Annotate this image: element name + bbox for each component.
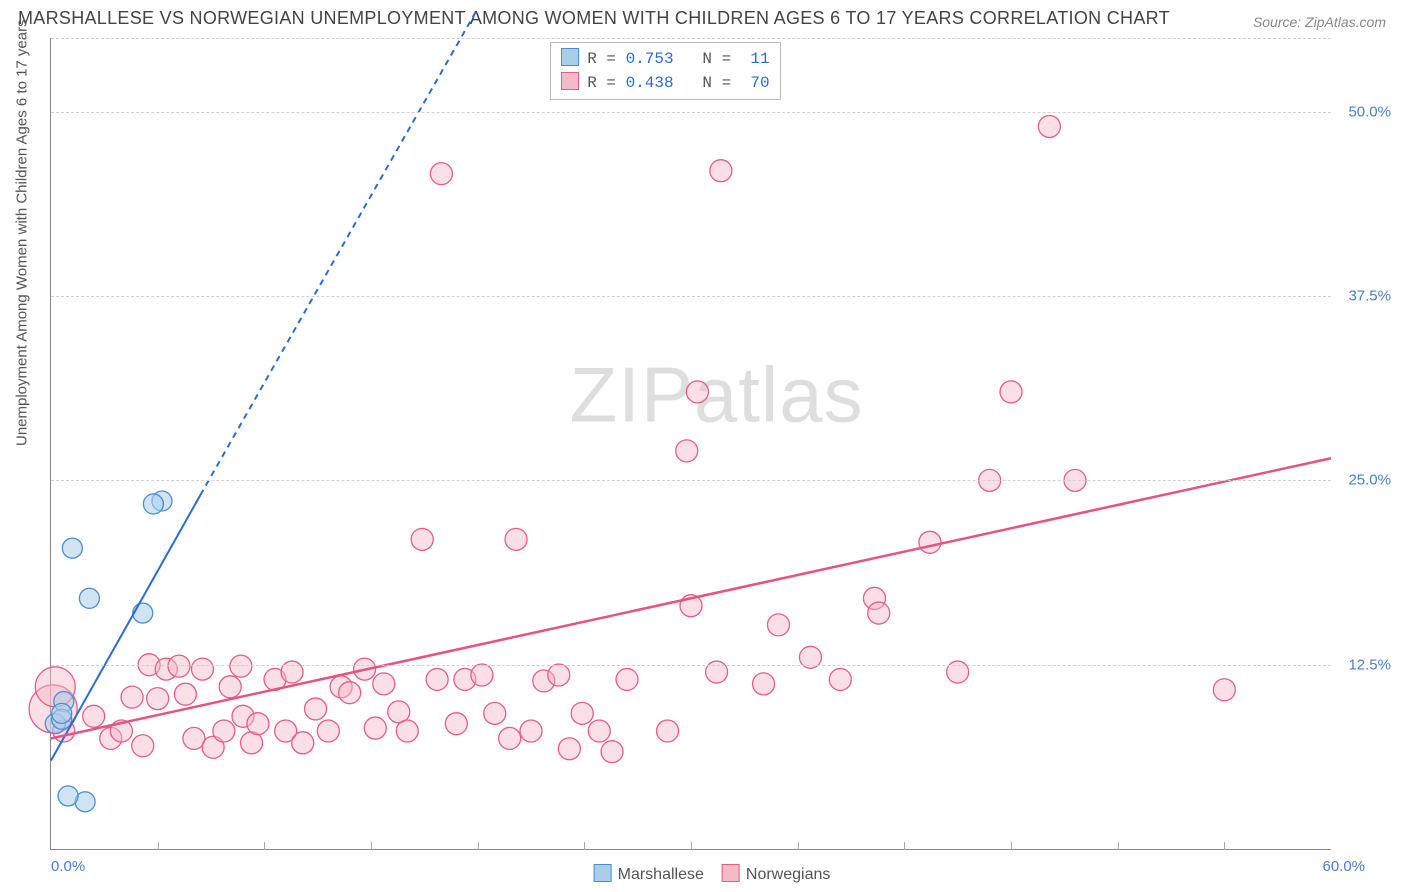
data-point <box>317 720 339 742</box>
x-tick-label: 60.0% <box>1322 858 1365 875</box>
data-point <box>339 682 361 704</box>
y-tick-label: 50.0% <box>1348 103 1391 120</box>
data-point <box>1038 115 1060 137</box>
data-point <box>499 727 521 749</box>
data-point <box>588 720 610 742</box>
data-point <box>247 713 269 735</box>
data-point <box>753 673 775 695</box>
legend-swatch <box>594 864 612 882</box>
data-point <box>219 676 241 698</box>
y-axis-label: Unemployment Among Women with Children A… <box>14 19 31 446</box>
data-point <box>571 702 593 724</box>
data-point <box>426 668 448 690</box>
chart-title: MARSHALLESE VS NORWEGIAN UNEMPLOYMENT AM… <box>18 8 1170 29</box>
y-tick-label: 12.5% <box>1348 656 1391 673</box>
data-point <box>686 381 708 403</box>
legend-label: Marshallese <box>618 866 704 883</box>
data-point <box>191 658 213 680</box>
x-tick-label: 0.0% <box>51 858 85 875</box>
data-point <box>505 528 527 550</box>
data-point <box>133 603 153 623</box>
legend-swatch <box>722 864 740 882</box>
data-point <box>767 614 789 636</box>
data-point <box>558 738 580 760</box>
data-point <box>364 717 386 739</box>
data-point <box>445 713 467 735</box>
data-point <box>373 673 395 695</box>
scatter-plot <box>51 38 1331 849</box>
data-point <box>919 531 941 553</box>
data-point <box>79 588 99 608</box>
bottom-legend: Marshallese Norwegians <box>576 864 831 884</box>
stat-legend-row: R = 0.438 N = 70 <box>561 71 769 95</box>
y-tick-label: 25.0% <box>1348 472 1391 489</box>
data-point <box>58 786 78 806</box>
data-point <box>305 698 327 720</box>
data-point <box>601 741 623 763</box>
data-point <box>657 720 679 742</box>
data-point <box>62 538 82 558</box>
chart-area: ZIPatlas R = 0.753 N = 11R = 0.438 N = 7… <box>50 38 1331 850</box>
data-point <box>213 720 235 742</box>
data-point <box>829 668 851 690</box>
y-tick-label: 37.5% <box>1348 288 1391 305</box>
data-point <box>676 440 698 462</box>
data-point <box>1213 679 1235 701</box>
data-point <box>484 702 506 724</box>
data-point <box>230 655 252 677</box>
data-point <box>868 602 890 624</box>
data-point <box>132 735 154 757</box>
stat-legend-row: R = 0.753 N = 11 <box>561 47 769 71</box>
data-point <box>83 705 105 727</box>
data-point <box>548 664 570 686</box>
data-point <box>143 494 163 514</box>
data-point <box>520 720 542 742</box>
data-point <box>52 703 72 723</box>
data-point <box>1000 381 1022 403</box>
data-point <box>411 528 433 550</box>
data-point <box>121 686 143 708</box>
trend-line <box>51 458 1331 738</box>
data-point <box>292 732 314 754</box>
source-label: Source: ZipAtlas.com <box>1253 14 1386 30</box>
data-point <box>396 720 418 742</box>
data-point <box>471 664 493 686</box>
data-point <box>147 688 169 710</box>
data-point <box>710 160 732 182</box>
stat-legend: R = 0.753 N = 11R = 0.438 N = 70 <box>550 42 780 100</box>
data-point <box>174 683 196 705</box>
data-point <box>168 655 190 677</box>
data-point <box>430 163 452 185</box>
legend-label: Norwegians <box>746 866 830 883</box>
data-point <box>616 668 638 690</box>
